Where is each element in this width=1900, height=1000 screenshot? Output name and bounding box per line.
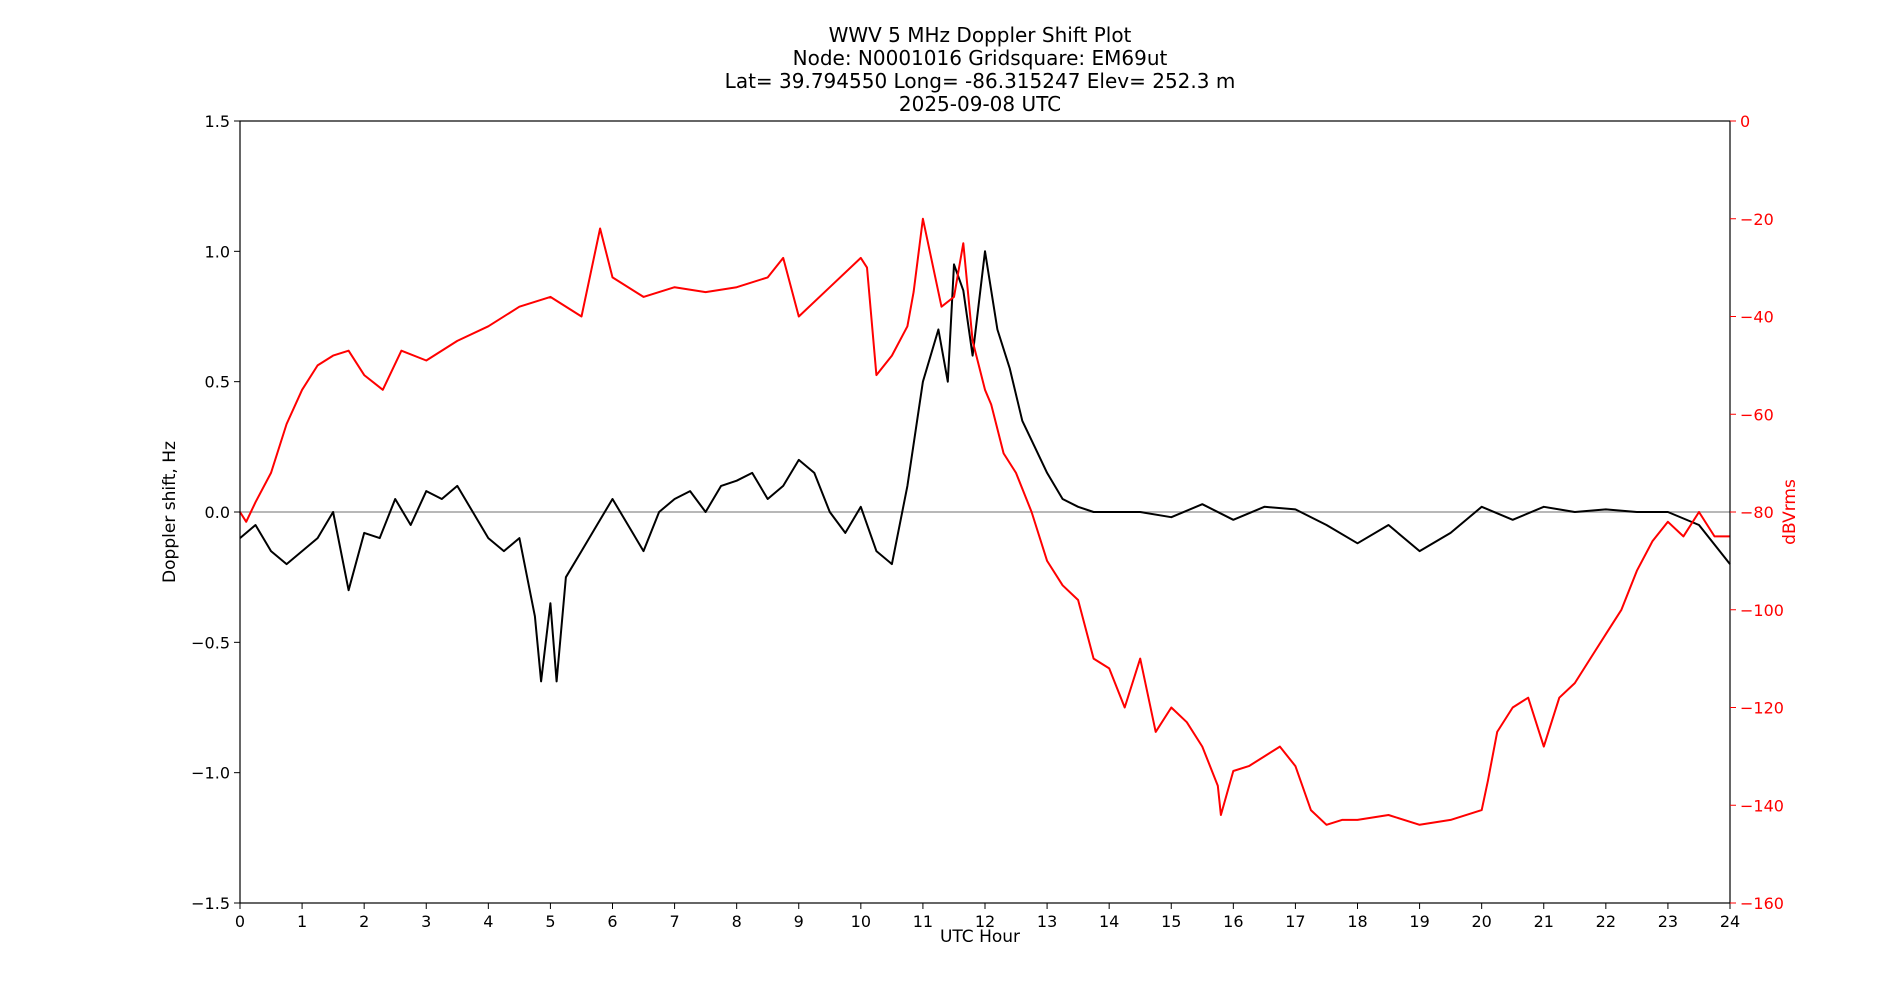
x-tick-label: 10 [851,912,871,931]
series-layer [239,217,1731,826]
x-tick-label: 2 [359,912,369,931]
left-y-tick-label: −1.0 [191,764,230,783]
x-tick-label: 24 [1720,912,1740,931]
x-tick-label: 4 [483,912,493,931]
title-line-3: Lat= 39.794550 Long= -86.315247 Elev= 25… [725,69,1236,93]
x-tick-label: 9 [794,912,804,931]
right-y-axis-ticks: 0 −20 −40 −60 −80 −100 −120 −140 −160 [1730,112,1784,913]
left-y-tick-label: 1.5 [205,112,230,131]
x-tick-label: 18 [1347,912,1367,931]
x-tick-label: 21 [1534,912,1554,931]
x-tick-label: 16 [1223,912,1243,931]
left-y-tick-label: 0.5 [205,373,230,392]
x-tick-label: 5 [545,912,555,931]
x-tick-label: 12 [975,912,995,931]
title-line-4: 2025-09-08 UTC [899,92,1061,116]
x-axis-ticks: 0 1 2 3 4 5 6 7 8 9 10 11 12 13 14 15 16 17 18 19 20 21 22 23 24 [235,903,1740,931]
x-tick-label: 19 [1409,912,1429,931]
title-line-2: Node: N0001016 Gridsquare: EM69ut [793,46,1168,70]
x-tick-label: 1 [297,912,307,931]
chart-title: WWV 5 MHz Doppler Shift Plot Node: N0001… [725,23,1236,116]
doppler-shift-line [239,250,1731,683]
x-tick-label: 15 [1161,912,1181,931]
x-tick-label: 6 [607,912,617,931]
x-tick-label: 20 [1471,912,1491,931]
left-y-axis-ticks: 1.5 1.0 0.5 0.0 −0.5 −1.0 −1.5 [191,112,240,913]
left-y-tick-label: 0.0 [205,503,230,522]
x-tick-label: 22 [1596,912,1616,931]
x-tick-label: 17 [1285,912,1305,931]
right-y-tick-label: −140 [1740,796,1784,815]
right-y-tick-label: −80 [1740,503,1774,522]
right-y-tick-label: −120 [1740,699,1784,718]
left-y-tick-label: 1.0 [205,242,230,261]
right-y-tick-label: 0 [1740,112,1750,131]
left-y-tick-label: −0.5 [191,633,230,652]
title-line-1: WWV 5 MHz Doppler Shift Plot [829,23,1132,47]
x-tick-label: 23 [1658,912,1678,931]
left-y-tick-label: −1.5 [191,894,230,913]
signal-power-line [239,217,1730,826]
right-y-axis-label: dBVrms [1780,479,1800,545]
x-tick-label: 13 [1037,912,1057,931]
x-tick-label: 14 [1099,912,1119,931]
right-y-tick-label: −160 [1740,894,1784,913]
right-y-tick-label: −20 [1740,210,1774,229]
x-tick-label: 3 [421,912,431,931]
x-tick-label: 11 [913,912,933,931]
right-y-tick-label: −100 [1740,601,1784,620]
x-tick-label: 8 [732,912,742,931]
x-axis-label: UTC Hour [940,927,1020,947]
x-tick-label: 0 [235,912,245,931]
right-y-tick-label: −40 [1740,308,1774,327]
right-y-tick-label: −60 [1740,405,1774,424]
left-y-axis-label: Doppler shift, Hz [160,441,180,583]
x-tick-label: 7 [669,912,679,931]
